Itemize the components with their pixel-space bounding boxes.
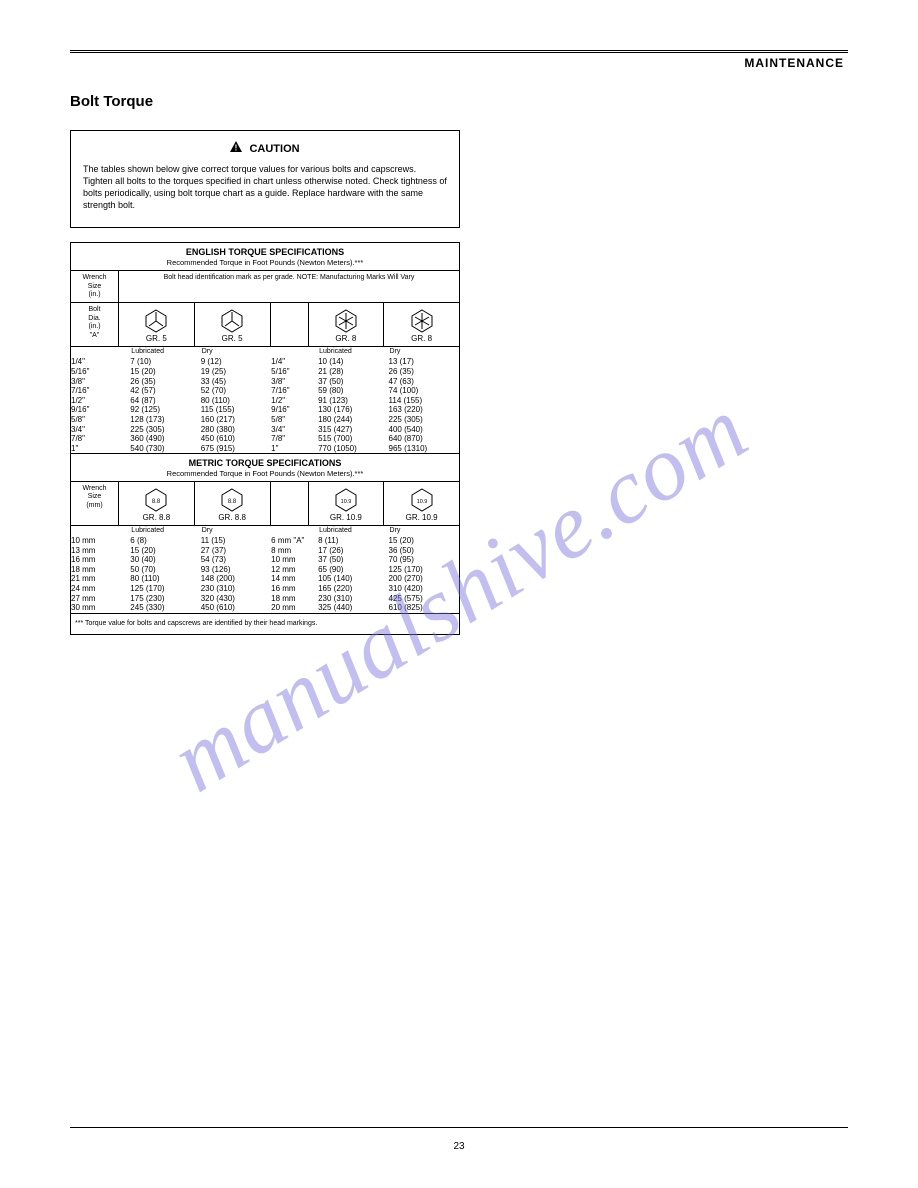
gr109-label-2: GR. 10.9 [384,513,459,523]
size-hdr: Wrench Size (in.) [71,271,119,302]
table-row: 21 mm80 (110)148 (200)14 mm105 (140)200 … [71,574,459,584]
torque-note: *** Torque value for bolts and capscrews… [71,614,459,634]
table-row: 27 mm175 (230)320 (430)18 mm230 (310)425… [71,594,459,604]
table-row: 1/4"7 (10)9 (12)1/4"10 (14)13 (17) [71,357,459,367]
table-row: 30 mm245 (330)450 (610)20 mm325 (440)610… [71,603,459,613]
table-row: 7/16"42 (57)52 (70)7/16"59 (80)74 (100) [71,386,459,396]
table-row: 1/2"64 (87)80 (110)1/2"91 (123)114 (155) [71,396,459,406]
table-row: 5/8"128 (173)160 (217)5/8"180 (244)225 (… [71,415,459,425]
hex-gr5-2: GR. 5 [195,303,271,346]
english-spacer [271,303,309,346]
m-unit-dry: Dry [201,526,271,536]
unit-dry: Dry [201,347,271,357]
hex-88-2: 8.8 GR. 8.8 [195,482,271,525]
caution-box: ! CAUTION The tables shown below give co… [70,130,460,228]
unit-lub-2: Lubricated [318,347,388,357]
hex-88-1: 8.8 GR. 8.8 [119,482,195,525]
gr88-label-2: GR. 8.8 [195,513,270,523]
header-right: MAINTENANCE [744,56,844,70]
bottom-rule [70,1127,848,1128]
table-row: 18 mm50 (70)93 (126)12 mm65 (90)125 (170… [71,565,459,575]
english-hex-row: Bolt Dia. (in.) "A" GR. 5 GR. 5 GR. 8 GR… [71,303,459,347]
metric-spacer [271,482,309,525]
table-row: 9/16"92 (125)115 (155)9/16"130 (176)163 … [71,405,459,415]
warning-icon: ! [230,141,242,157]
caution-header: ! CAUTION [83,141,447,157]
metric-size-label: Wrench Size (mm) [71,482,119,525]
hex-gr5-1: GR. 5 [119,303,195,346]
section-title: Bolt Torque [70,93,848,110]
grade-note: Bolt head identification mark as per gra… [119,271,459,302]
english-title: ENGLISH TORQUE SPECIFICATIONS Recommende… [71,243,459,271]
hex-gr8-1: GR. 8 [309,303,385,346]
m-unit-lub: Lubricated [130,526,200,536]
table-row: 13 mm15 (20)27 (37)8 mm17 (26)36 (50) [71,546,459,556]
table-row: 7/8"360 (490)450 (610)7/8"515 (700)640 (… [71,434,459,444]
hex-gr8-2: GR. 8 [384,303,459,346]
svg-text:!: ! [235,144,238,153]
english-title-main: ENGLISH TORQUE SPECIFICATIONS [73,247,457,258]
unit-dry-2: Dry [389,347,459,357]
unit-lub: Lubricated [130,347,200,357]
metric-data-table: Lubricated Dry Lubricated Dry 10 mm6 (8)… [71,526,459,614]
caution-body: The tables shown below give correct torq… [83,163,447,212]
english-data-table: Lubricated Dry Lubricated Dry 1/4"7 (10)… [71,347,459,454]
svg-text:8.8: 8.8 [228,499,237,505]
table-row: 3/4"225 (305)280 (380)3/4"315 (427)400 (… [71,425,459,435]
metric-title-sub: Recommended Torque in Foot Pounds (Newto… [73,469,457,478]
svg-text:8.8: 8.8 [152,499,161,505]
metric-hex-row: Wrench Size (mm) 8.8 GR. 8.8 8.8 GR. 8.8… [71,482,459,526]
gr88-label-1: GR. 8.8 [119,513,194,523]
gr109-label-1: GR. 10.9 [309,513,384,523]
metric-title: METRIC TORQUE SPECIFICATIONS Recommended… [71,454,459,482]
svg-text:10.9: 10.9 [416,499,427,505]
page-body: MAINTENANCE Bolt Torque ! CAUTION The ta… [0,0,918,675]
english-grade-header: Wrench Size (in.) Bolt head identificati… [71,271,459,303]
hex-109-1: 10.9 GR. 10.9 [309,482,385,525]
table-row: 5/16"15 (20)19 (25)5/16"21 (28)26 (35) [71,367,459,377]
table-row: 24 mm125 (170)230 (310)16 mm165 (220)310… [71,584,459,594]
note-table: *** Torque value for bolts and capscrews… [71,614,459,634]
table-row: 16 mm30 (40)54 (73)10 mm37 (50)70 (95) [71,555,459,565]
m-unit-dry-2: Dry [389,526,459,536]
english-title-sub: Recommended Torque in Foot Pounds (Newto… [73,258,457,267]
svg-text:10.9: 10.9 [341,499,352,505]
bolt-dia-label: Bolt Dia. (in.) "A" [71,303,119,346]
m-unit-lub-2: Lubricated [318,526,388,536]
gr8-label-1: GR. 8 [309,334,384,344]
gr8-label-2: GR. 8 [384,334,459,344]
metric-title-main: METRIC TORQUE SPECIFICATIONS [73,458,457,469]
gr5-label-1: GR. 5 [119,334,194,344]
table-row: 10 mm6 (8)11 (15)6 mm "A"8 (11)15 (20) [71,536,459,546]
page-number: 23 [0,1141,918,1152]
torque-tables: ENGLISH TORQUE SPECIFICATIONS Recommende… [70,242,460,635]
caution-label: CAUTION [249,143,299,155]
hex-109-2: 10.9 GR. 10.9 [384,482,459,525]
table-row: 1"540 (730)675 (915)1"770 (1050)965 (131… [71,444,459,454]
top-rule [70,50,848,53]
gr5-label-2: GR. 5 [195,334,270,344]
table-row: 3/8"26 (35)33 (45)3/8"37 (50)47 (63) [71,377,459,387]
